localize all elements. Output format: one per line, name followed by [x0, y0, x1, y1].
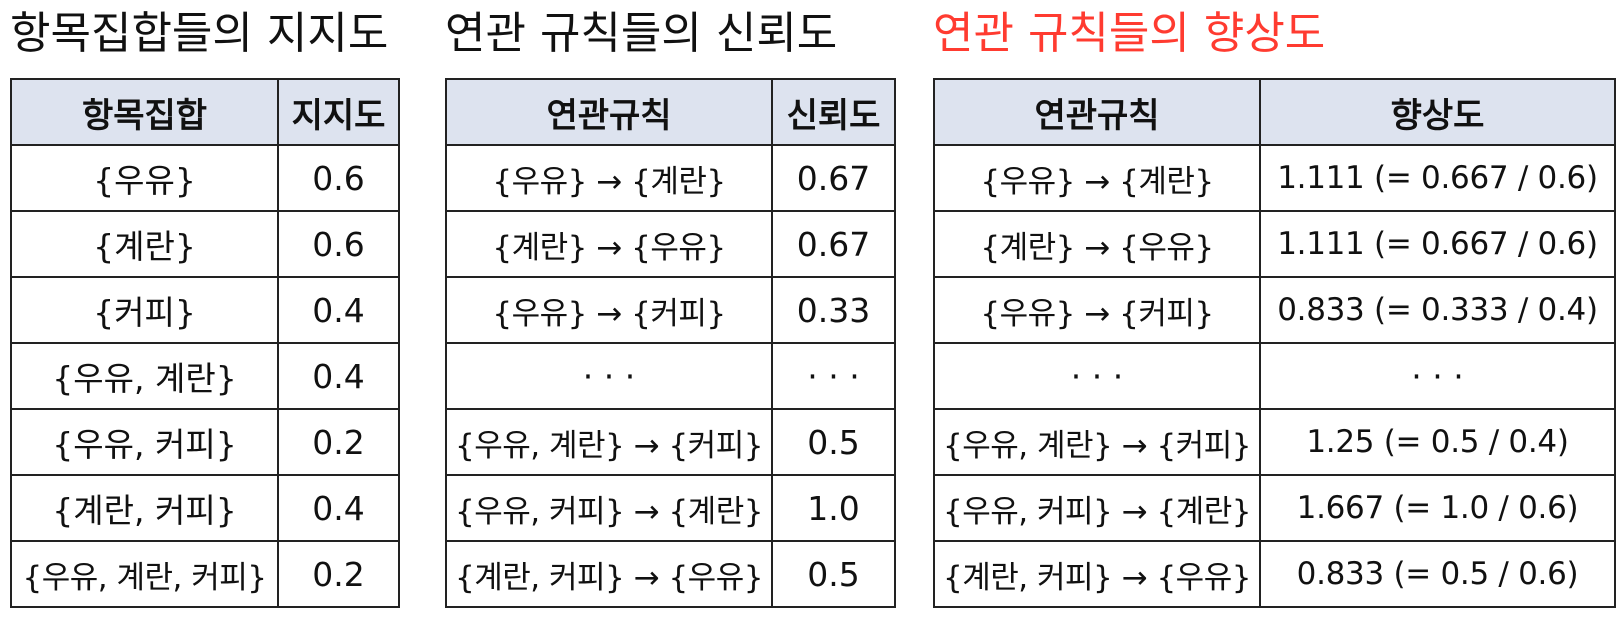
rule-cell: {계란, 커피} → {우유}	[445, 540, 773, 608]
ellipsis-cell: · · ·	[771, 342, 896, 410]
table-row: {우유, 계란} → {커피} 1.25 (= 0.5 / 0.4)	[933, 408, 1616, 476]
rule-cell: {우유} → {커피}	[933, 276, 1261, 344]
support-value: 0.2	[277, 408, 400, 476]
lift-value: 1.25 (= 0.5 / 0.4)	[1259, 408, 1616, 476]
rule-cell: {계란, 커피} → {우유}	[933, 540, 1261, 608]
lift-table: 연관규칙 향상도 {우유} → {계란} 1.111 (= 0.667 / 0.…	[933, 78, 1616, 608]
table-header-row: 연관규칙 신뢰도	[445, 78, 896, 146]
rule-cell: {우유, 커피} → {계란}	[933, 474, 1261, 542]
support-value: 0.2	[277, 540, 400, 608]
table-row: {계란, 커피} → {우유} 0.833 (= 0.5 / 0.6)	[933, 540, 1616, 608]
confidence-value: 0.5	[771, 408, 896, 476]
table-header-row: 항목집합 지지도	[10, 78, 400, 146]
ellipsis-cell: · · ·	[933, 342, 1261, 410]
rule-cell: {우유} → {계란}	[445, 144, 773, 212]
table-row: {계란} → {우유} 1.111 (= 0.667 / 0.6)	[933, 210, 1616, 278]
table-row: {커피} 0.4	[10, 276, 400, 344]
ellipsis-cell: · · ·	[1259, 342, 1616, 410]
itemset-cell: {우유, 계란, 커피}	[10, 540, 279, 608]
table-row: {계란, 커피} → {우유} 0.5	[445, 540, 896, 608]
table-header-row: 연관규칙 향상도	[933, 78, 1616, 146]
table-row: {우유} → {계란} 1.111 (= 0.667 / 0.6)	[933, 144, 1616, 212]
table-row: {계란} 0.6	[10, 210, 400, 278]
itemset-cell: {우유, 계란}	[10, 342, 279, 410]
table-row: {우유, 계란, 커피} 0.2	[10, 540, 400, 608]
itemset-cell: {커피}	[10, 276, 279, 344]
confidence-value: 0.67	[771, 210, 896, 278]
table-row: {계란} → {우유} 0.67	[445, 210, 896, 278]
support-title: 항목집합들의 지지도	[10, 8, 389, 59]
header-confidence: 신뢰도	[771, 78, 896, 146]
table-row: · · · · · ·	[445, 342, 896, 410]
support-value: 0.4	[277, 276, 400, 344]
table-row: {우유, 계란} → {커피} 0.5	[445, 408, 896, 476]
lift-value: 1.667 (= 1.0 / 0.6)	[1259, 474, 1616, 542]
table-row: {우유, 커피} 0.2	[10, 408, 400, 476]
support-value: 0.6	[277, 144, 400, 212]
confidence-value: 0.67	[771, 144, 896, 212]
rule-cell: {우유} → {커피}	[445, 276, 773, 344]
lift-value: 0.833 (= 0.333 / 0.4)	[1259, 276, 1616, 344]
header-lift: 향상도	[1259, 78, 1616, 146]
confidence-title: 연관 규칙들의 신뢰도	[445, 8, 838, 59]
confidence-value: 0.33	[771, 276, 896, 344]
table-row: {계란, 커피} 0.4	[10, 474, 400, 542]
lift-value: 1.111 (= 0.667 / 0.6)	[1259, 144, 1616, 212]
rule-cell: {우유, 계란} → {커피}	[933, 408, 1261, 476]
table-row: {우유} → {계란} 0.67	[445, 144, 896, 212]
rule-cell: {우유} → {계란}	[933, 144, 1261, 212]
itemset-cell: {우유}	[10, 144, 279, 212]
confidence-value: 1.0	[771, 474, 896, 542]
support-value: 0.4	[277, 474, 400, 542]
support-value: 0.4	[277, 342, 400, 410]
table-row: {우유} 0.6	[10, 144, 400, 212]
header-rule: 연관규칙	[445, 78, 773, 146]
rule-cell: {우유, 계란} → {커피}	[445, 408, 773, 476]
rule-cell: {계란} → {우유}	[445, 210, 773, 278]
table-row: {우유, 계란} 0.4	[10, 342, 400, 410]
confidence-value: 0.5	[771, 540, 896, 608]
itemset-cell: {계란, 커피}	[10, 474, 279, 542]
table-row: {우유} → {커피} 0.33	[445, 276, 896, 344]
rule-cell: {우유, 커피} → {계란}	[445, 474, 773, 542]
lift-title: 연관 규칙들의 향상도	[933, 8, 1326, 59]
rule-cell: {계란} → {우유}	[933, 210, 1261, 278]
confidence-table: 연관규칙 신뢰도 {우유} → {계란} 0.67 {계란} → {우유} 0.…	[445, 78, 896, 608]
table-row: · · · · · ·	[933, 342, 1616, 410]
itemset-cell: {계란}	[10, 210, 279, 278]
lift-value: 1.111 (= 0.667 / 0.6)	[1259, 210, 1616, 278]
ellipsis-cell: · · ·	[445, 342, 773, 410]
table-row: {우유, 커피} → {계란} 1.667 (= 1.0 / 0.6)	[933, 474, 1616, 542]
support-table: 항목집합 지지도 {우유} 0.6 {계란} 0.6 {커피} 0.4 {우유,…	[10, 78, 400, 608]
table-row: {우유, 커피} → {계란} 1.0	[445, 474, 896, 542]
header-rule: 연관규칙	[933, 78, 1261, 146]
lift-value: 0.833 (= 0.5 / 0.6)	[1259, 540, 1616, 608]
header-itemset: 항목집합	[10, 78, 279, 146]
itemset-cell: {우유, 커피}	[10, 408, 279, 476]
table-row: {우유} → {커피} 0.833 (= 0.333 / 0.4)	[933, 276, 1616, 344]
header-support: 지지도	[277, 78, 400, 146]
support-value: 0.6	[277, 210, 400, 278]
